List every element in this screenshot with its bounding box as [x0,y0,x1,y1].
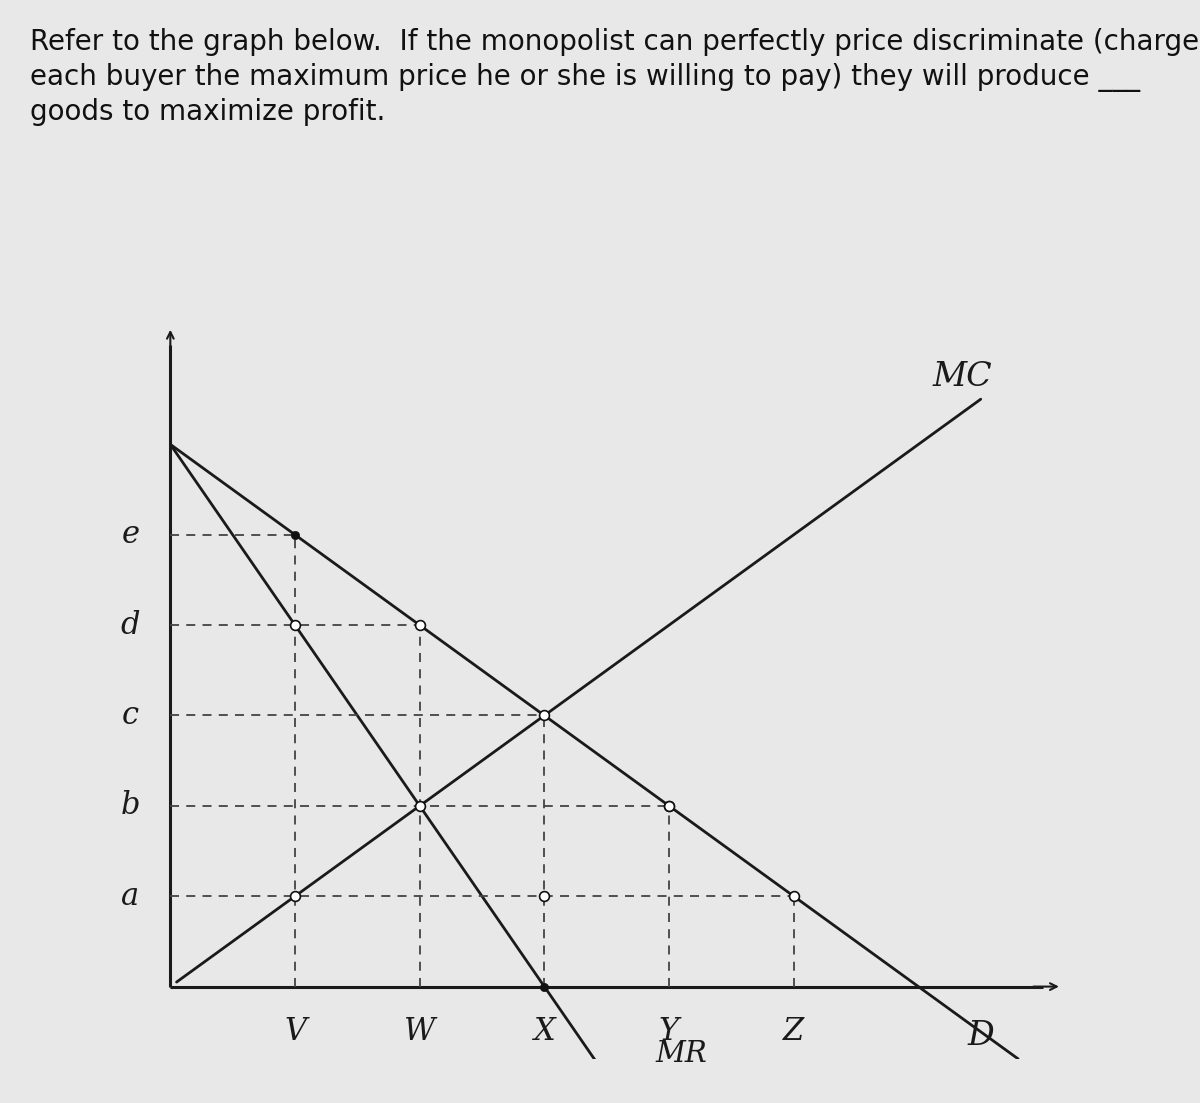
Point [535,977,554,995]
Text: Refer to the graph below.  If the monopolist can perfectly price discriminate (c: Refer to the graph below. If the monopol… [30,28,1199,55]
Point [660,797,679,815]
Point [660,797,679,815]
Point [410,797,430,815]
Point [660,797,679,815]
Point [535,707,554,725]
Text: V: V [284,1016,306,1047]
Point [535,707,554,725]
Point [410,617,430,634]
Point [286,888,305,906]
Text: MC: MC [932,361,992,393]
Text: a: a [121,880,139,912]
Point [410,797,430,815]
Text: MR: MR [655,1040,707,1069]
Text: Z: Z [784,1016,804,1047]
Point [410,617,430,634]
Text: goods to maximize profit.: goods to maximize profit. [30,98,385,126]
Point [286,617,305,634]
Point [784,888,803,906]
Text: d: d [121,610,140,641]
Point [286,888,305,906]
Text: W: W [404,1016,436,1047]
Point [286,617,305,634]
Text: b: b [121,791,140,822]
Text: e: e [121,520,139,550]
Text: c: c [122,700,139,731]
Point [535,888,554,906]
Text: each buyer the maximum price he or she is willing to pay) they will produce ___: each buyer the maximum price he or she i… [30,63,1140,92]
Text: Y: Y [659,1016,679,1047]
Point [784,888,803,906]
Text: X: X [534,1016,556,1047]
Text: D: D [967,1020,994,1052]
Point [286,526,305,544]
